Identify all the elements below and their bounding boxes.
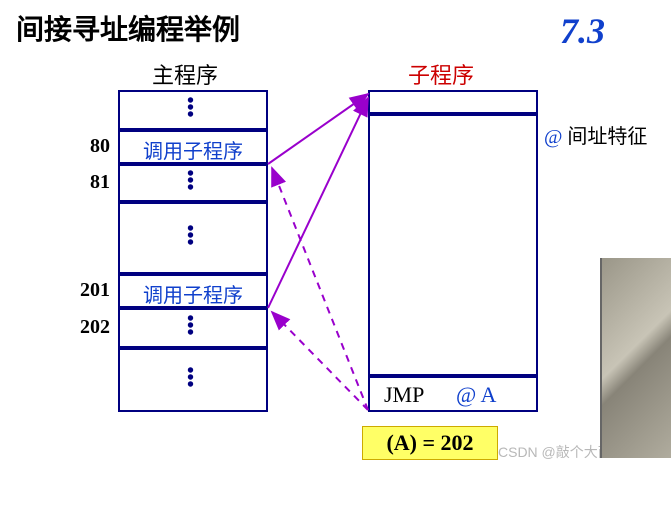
vertical-dots-icon: ••• (187, 98, 194, 119)
side-label: @ 间址特征 (544, 120, 647, 149)
main-cell-text: 调用子程序 (118, 279, 268, 308)
arrow-line (272, 312, 368, 410)
main-col-label: 主程序 (152, 58, 218, 90)
arrows-svg (0, 0, 671, 509)
sub-cell (368, 90, 538, 114)
jmp-label: JMP (384, 382, 424, 408)
sub-col-label: 子程序 (408, 58, 474, 90)
address-label: 80 (60, 135, 110, 158)
page-title: 间接寻址编程举例 (16, 8, 240, 48)
photo-corner (600, 258, 671, 458)
main-program-box: •••调用子程序80•••81•••调用子程序201•••202••• (118, 90, 268, 412)
sub-program-box: @ 间址特征JMP@ A (368, 90, 538, 412)
address-label: 201 (60, 279, 110, 302)
sub-cell (368, 114, 538, 376)
arrow-line (272, 168, 368, 410)
arrow-line (268, 98, 368, 308)
vertical-dots-icon: ••• (187, 171, 194, 192)
section-number: 7.3 (560, 10, 605, 52)
at-a-label: @ A (456, 382, 496, 408)
arrow-line (268, 94, 368, 164)
main-cell-text: 调用子程序 (118, 135, 268, 164)
result-box: (A) = 202 (362, 426, 498, 460)
vertical-dots-icon: ••• (187, 316, 194, 337)
address-label: 202 (60, 316, 110, 339)
vertical-dots-icon: ••• (187, 368, 194, 389)
vertical-dots-icon: ••• (187, 226, 194, 247)
address-label: 81 (60, 171, 110, 194)
